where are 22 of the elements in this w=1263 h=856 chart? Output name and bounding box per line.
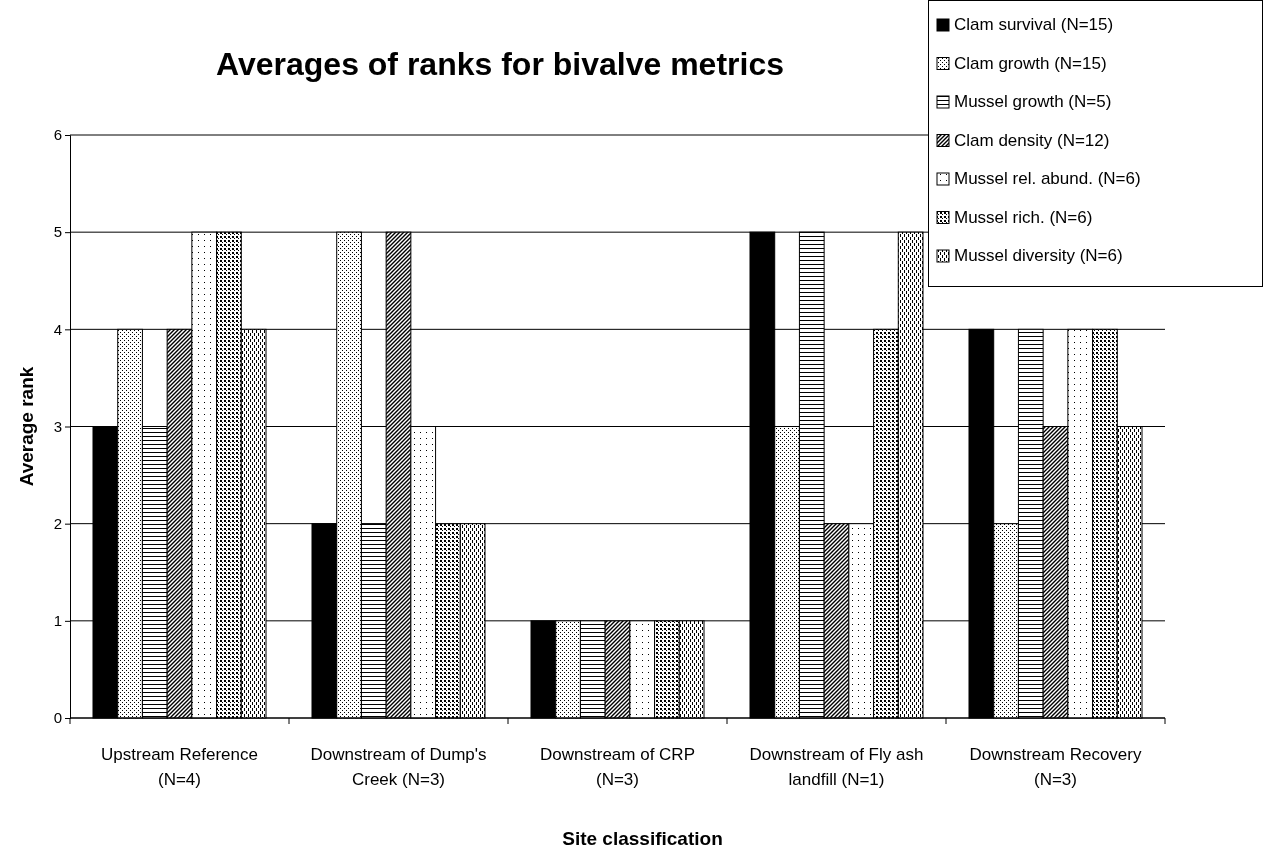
x-axis-title: Site classification	[562, 828, 723, 849]
x-tick-label: Downstream of CRP (N=3)	[540, 745, 695, 789]
legend-label: Clam density (N=12)	[954, 130, 1110, 150]
x-tick-label: Downstream of Dump's Creek (N=3)	[310, 745, 487, 789]
y-tick-label: 6	[53, 126, 62, 144]
y-tick-label: 5	[53, 223, 62, 241]
legend-label: Mussel rel. abund. (N=6)	[954, 169, 1141, 188]
y-tick-label: 1	[53, 612, 62, 630]
legend-label: Clam growth (N=15)	[954, 53, 1107, 73]
x-tick-label: Downstream of Fly ash landfill (N=1)	[749, 745, 924, 789]
chart-title: Averages of ranks for bivalve metrics	[216, 46, 784, 82]
legend-label: Mussel growth (N=5)	[954, 92, 1112, 111]
x-tick-label: Upstream Reference (N=4)	[101, 745, 258, 789]
legend-label: Mussel diversity (N=6)	[954, 246, 1123, 265]
legend-label: Clam survival (N=15)	[954, 15, 1114, 34]
y-tick-label: 0	[53, 709, 62, 727]
y-tick-label: 4	[53, 320, 62, 338]
legend-label: Mussel rich. (N=6)	[954, 207, 1093, 227]
x-tick-label: Downstream Recovery (N=3)	[969, 745, 1142, 789]
y-tick-label: 2	[53, 514, 62, 532]
y-tick-label: 3	[53, 417, 62, 435]
y-axis-title: Average rank	[16, 366, 37, 487]
